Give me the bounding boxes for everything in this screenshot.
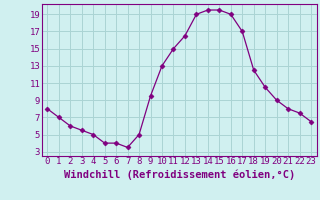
X-axis label: Windchill (Refroidissement éolien,°C): Windchill (Refroidissement éolien,°C) bbox=[64, 169, 295, 180]
